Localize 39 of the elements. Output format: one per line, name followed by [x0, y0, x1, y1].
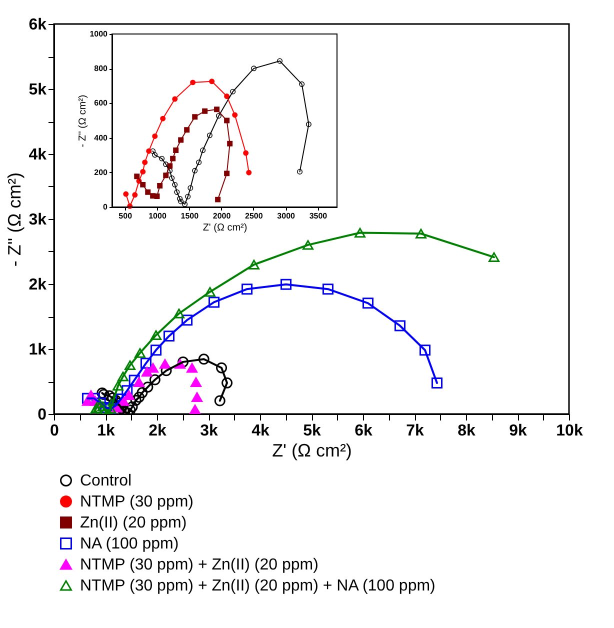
y-tick-label: 1k	[28, 342, 47, 358]
legend-label: NA (100 ppm)	[80, 536, 179, 552]
x-tick-label: 3000	[277, 212, 296, 220]
x-tick-label: 4k	[252, 422, 270, 440]
y-tick-label: 800	[94, 64, 108, 74]
x-tick-label: 5k	[303, 422, 321, 440]
x-tick-label: 500	[118, 212, 133, 220]
x-tick-label: 2k	[148, 422, 166, 440]
x-axis-title: Z' (Ω cm²)	[202, 222, 248, 234]
x-tick-label: 2000	[212, 212, 232, 220]
y-tick-label: 0	[38, 406, 47, 424]
legend-label: NTMP (30 ppm) + Zn(II) (20 ppm) + NA (100 ppm)	[80, 578, 436, 594]
x-tick-label: 6k	[354, 422, 372, 440]
x-tick-label: 1000	[148, 212, 167, 220]
legend-label: Control	[80, 472, 132, 490]
y-tick-label: 6k	[28, 16, 47, 34]
legend-label: NTMP (30 ppm) + Zn(II) (20 ppm)	[80, 556, 318, 574]
y-axis-title: - Z'' (Ω cm²)	[4, 172, 25, 267]
y-tick-label: 400	[94, 133, 108, 142]
x-tick-label: 9k	[509, 422, 527, 440]
y-tick-label: 200	[94, 168, 108, 177]
y-tick-label: 1000	[90, 30, 108, 38]
y-tick-label: 600	[94, 98, 108, 108]
y-tick-label: 2k	[28, 276, 47, 294]
x-axis-title: Z' (Ω cm²)	[272, 440, 352, 460]
legend-label: Zn(II) (20 ppm)	[80, 514, 187, 532]
legend-label: NTMP (30 ppm)	[80, 494, 194, 510]
x-tick-label: 1500	[180, 212, 200, 220]
x-tick-label: 3k	[200, 422, 218, 440]
y-tick-label: 4k	[28, 146, 47, 164]
x-tick-label: 10k	[556, 422, 583, 440]
x-tick-label: 8k	[458, 422, 476, 440]
x-tick-label: 2500	[245, 212, 264, 220]
x-tick-label: 0	[50, 422, 60, 440]
y-tick-label: 5k	[28, 82, 47, 98]
x-tick-label: 7k	[406, 422, 424, 440]
y-tick-label: 0	[103, 202, 108, 212]
y-axis-title: - Z'' (Ω cm²)	[78, 94, 89, 148]
x-tick-label: 3500	[309, 212, 328, 220]
